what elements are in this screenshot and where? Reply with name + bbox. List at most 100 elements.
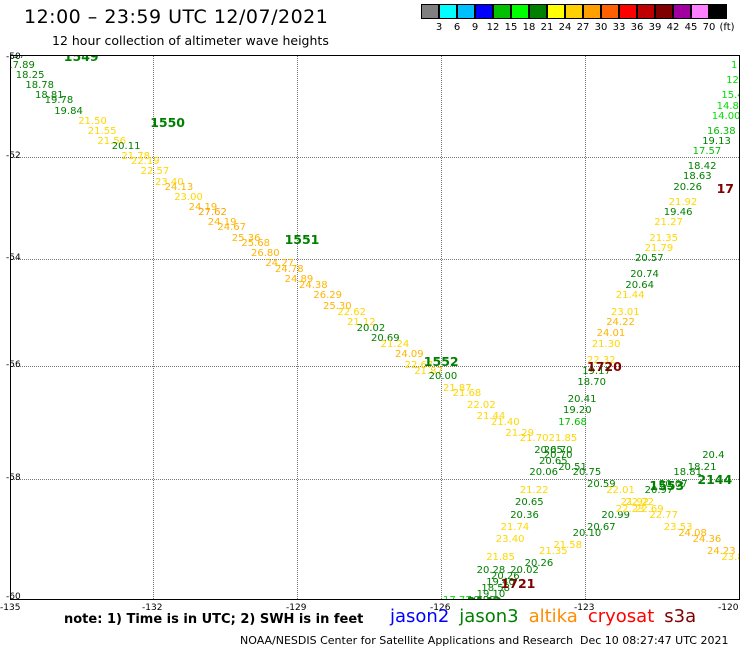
color-swatch — [511, 4, 529, 19]
wave-height-value: 22.77 — [649, 509, 679, 521]
lon-tick-label: -135 — [0, 603, 21, 613]
color-swatch — [565, 4, 583, 19]
wave-height-value: 20.51 — [558, 461, 587, 473]
pass-number-label: 1720 — [587, 359, 622, 374]
color-scale-label: 21 — [540, 22, 554, 33]
wave-height-value: 22.69 — [635, 503, 664, 515]
wave-height-value: 21.78 — [121, 151, 151, 162]
wave-height-value: 25.68 — [241, 237, 271, 249]
lat-tick-label: -52 — [6, 151, 21, 161]
lat-tick-label: -56 — [6, 360, 21, 370]
wave-height-value: 20.41 — [567, 393, 597, 405]
color-scale-label: 15 — [504, 22, 518, 33]
wave-height-value: 20.36 — [510, 509, 539, 521]
wave-height-value: 20.67 — [587, 521, 616, 533]
chart-subtitle: 12 hour collection of altimeter wave hei… — [52, 33, 329, 48]
wave-height-value: 21.50 — [78, 115, 107, 127]
wave-height-value: 20.69 — [371, 333, 400, 345]
pass-number-label: 1721 — [500, 575, 536, 591]
wave-height-value: 22.57 — [140, 166, 170, 178]
wave-height-value: 20.28 — [476, 564, 506, 576]
legend-entry-s3a: s3a — [664, 606, 697, 627]
color-scale-label: 42 — [666, 22, 680, 33]
wave-height-value: 20.26 — [524, 558, 554, 570]
grid-line-lon — [297, 56, 298, 599]
wave-height-value: 23.40 — [155, 176, 184, 188]
wave-height-value: 21.92 — [620, 497, 650, 509]
legend-entry-jason2: jason2 — [390, 606, 450, 627]
wave-height-value: 14.00 — [711, 110, 740, 122]
color-scale-label: 70 — [702, 22, 716, 33]
wave-height-value: 24.36 — [692, 534, 722, 545]
wave-height-value: 20.02 — [510, 564, 539, 576]
pass-number-label: 1549 — [63, 55, 99, 64]
wave-height-value: 19.78 — [44, 95, 74, 107]
legend-entry-altika: altika — [528, 606, 578, 627]
color-swatch — [583, 4, 601, 19]
wave-height-value: 26.80 — [251, 247, 280, 259]
wave-height-value: 22.02 — [467, 399, 496, 411]
wave-height-value: 20.70 — [543, 450, 573, 462]
wave-height-value: 20.59 — [587, 479, 616, 491]
wave-height-value: 19.17 — [582, 365, 611, 377]
wave-height-value: 19.46 — [663, 207, 693, 219]
wave-height-value: 22.23 — [615, 503, 645, 515]
wave-height-value: 24.08 — [678, 527, 707, 539]
color-swatch — [493, 4, 511, 19]
pass-number-label: 17 — [716, 180, 734, 196]
lon-tick-label: -120 — [718, 603, 739, 613]
color-swatch — [673, 4, 691, 19]
color-scale-label: 39 — [648, 22, 662, 33]
grid-line-lat — [11, 157, 739, 158]
wave-height-value: 22.01 — [606, 485, 635, 497]
wave-height-value: 20.07 — [659, 479, 688, 491]
color-swatch — [709, 4, 727, 19]
wave-height-value: 20.11 — [111, 140, 141, 152]
color-scale-label: 3 — [435, 22, 443, 33]
wave-height-value: 21.70 — [519, 433, 549, 445]
chart-title: 12:00 – 23:59 UTC 12/07/2021 — [24, 6, 329, 28]
lat-tick-label: -58 — [6, 473, 21, 483]
wave-height-value: 20.26 — [673, 181, 703, 193]
satellite-legend: jason2 jason3 altika cryosat s3a — [390, 606, 706, 627]
wave-height-value: 20.57 — [635, 253, 664, 264]
wave-height-value: 21.58 — [553, 540, 583, 552]
lat-tick-label: -60 — [6, 592, 21, 602]
lat-tick-label: -54 — [6, 253, 21, 263]
color-scale-label: 9 — [471, 22, 479, 33]
wave-height-value: 21.40 — [491, 416, 520, 428]
wave-height-value: 18.21 — [687, 461, 717, 473]
wave-height-value: 21.87 — [443, 382, 472, 394]
wave-height-value: 24.27 — [265, 258, 295, 270]
wave-height-value: 20.99 — [601, 509, 631, 521]
wave-height-value: 24.78 — [275, 263, 304, 275]
wave-height-value: 20.4 — [702, 450, 725, 462]
wave-height-value: 22.19 — [131, 156, 160, 168]
wave-height-value: 14.8 — [716, 100, 739, 112]
grid-line-lat — [11, 259, 739, 260]
wave-height-value: 21.22 — [519, 485, 549, 497]
wave-height-value: 21.35 — [649, 232, 679, 244]
credit-line: NOAA/NESDIS Center for Satellite Applica… — [240, 634, 574, 647]
grid-line-lon — [441, 56, 442, 599]
wave-height-value: 19.84 — [54, 105, 83, 117]
wave-height-value: 18.25 — [15, 70, 45, 82]
wave-height-value: 20.75 — [572, 467, 602, 479]
color-scale-label: 30 — [594, 22, 608, 33]
color-swatch — [637, 4, 655, 19]
color-scale-label: 27 — [576, 22, 590, 33]
wave-height-value: 22.62 — [337, 306, 367, 318]
wave-height-value: 23.01 — [611, 306, 640, 318]
wave-height-value: 24.38 — [299, 279, 328, 291]
wave-height-value: 24.19 — [188, 202, 218, 213]
color-scale-unit: (ft) — [719, 22, 735, 33]
color-swatch — [457, 4, 475, 19]
lon-tick-label: -123 — [574, 603, 595, 613]
color-scale-label: 45 — [684, 22, 698, 33]
wave-height-value: 22.32 — [587, 354, 616, 366]
wave-height-value: 1 — [731, 60, 738, 72]
wave-height-value: 17.89 — [11, 60, 35, 72]
wave-height-value: 19.40 — [486, 576, 515, 588]
wave-height-value: 18.58 — [481, 582, 511, 594]
color-swatch — [601, 4, 619, 19]
